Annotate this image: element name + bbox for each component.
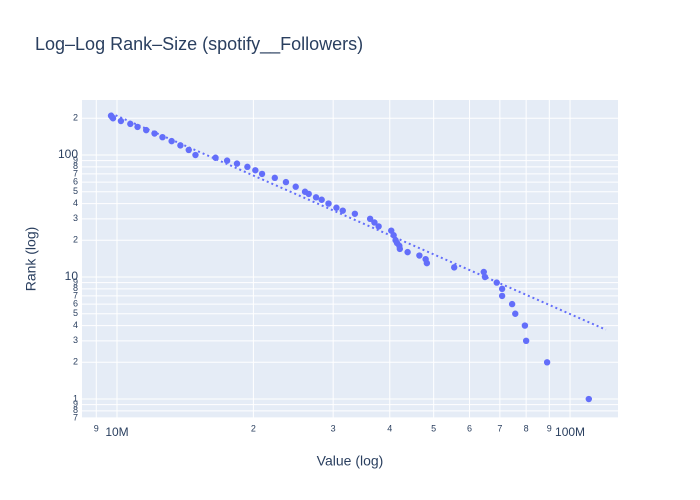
plot-area (82, 100, 618, 418)
grid (82, 100, 618, 419)
y-tick-label: 3 (73, 213, 78, 223)
x-tick-label: 7 (497, 423, 502, 433)
x-tick-label: 9 (94, 423, 99, 433)
x-tick-label: 3 (331, 423, 336, 433)
chart-title: Log–Log Rank–Size (spotify__Followers) (35, 34, 363, 55)
data-point (233, 160, 241, 167)
data-point (416, 252, 423, 259)
y-tick-label: 4 (73, 198, 78, 208)
data-point (258, 170, 266, 178)
data-point (522, 337, 530, 345)
data-point (301, 188, 309, 195)
x-tick-label: 10M (105, 425, 128, 439)
data-point (192, 151, 199, 159)
data-point (223, 157, 231, 164)
data-point (404, 248, 411, 256)
y-tick-label: 2 (73, 235, 78, 245)
x-tick-label: 2 (251, 423, 256, 433)
fit-line (110, 112, 607, 331)
y-tick-label: 7 (73, 412, 78, 422)
x-tick-label: 5 (431, 423, 436, 433)
data-point (481, 273, 489, 281)
data-point (168, 137, 175, 145)
data-point (351, 210, 359, 217)
y-tick-label: 9 (73, 277, 78, 287)
data-point (312, 194, 320, 201)
x-tick-label: 6 (467, 423, 472, 433)
data-point (585, 395, 592, 403)
data-point (134, 123, 141, 131)
y-tick-label: 5 (73, 308, 78, 318)
y-tick-label: 9 (73, 155, 78, 165)
data-point (422, 255, 429, 263)
y-tick-label: 7 (73, 290, 78, 300)
data-point (185, 146, 192, 154)
data-point (366, 215, 374, 223)
y-tick-label: 2 (73, 357, 78, 367)
y-tick-label: 1 (73, 393, 78, 403)
y-tick-label: 10 (65, 269, 79, 283)
data-point (498, 285, 506, 293)
y-tick-label: 8 (73, 161, 78, 171)
data-point (498, 292, 506, 300)
y-tick-label: 6 (73, 176, 78, 186)
y-tick-label: 8 (73, 405, 78, 415)
data-point (282, 178, 290, 186)
data-point (339, 207, 346, 214)
data-point (177, 142, 184, 149)
data-point (127, 120, 134, 128)
x-tick-label: 100M (555, 425, 585, 439)
y-tick-label: 7 (73, 168, 78, 178)
data-point (271, 174, 279, 182)
y-axis-title: Rank (log) (23, 227, 39, 292)
data-point (375, 223, 382, 230)
data-point (151, 130, 158, 137)
data-point (512, 310, 519, 317)
y-tick-label: 8 (73, 283, 78, 293)
x-tick-label: 4 (387, 423, 392, 433)
y-tick-label: 5 (73, 186, 78, 196)
y-tick-label: 2 (73, 113, 78, 123)
x-tick-label: 9 (547, 423, 552, 433)
data-point (508, 300, 516, 308)
data-point (333, 204, 340, 211)
data-point (244, 163, 251, 171)
data-point (493, 279, 500, 286)
data-point (212, 154, 219, 161)
x-axis-title: Value (log) (317, 453, 384, 469)
data-point (388, 227, 395, 234)
data-point (107, 112, 115, 119)
x-tick-label: 8 (524, 423, 529, 433)
data-point (117, 117, 125, 125)
data-point (543, 359, 551, 366)
marks (107, 112, 607, 403)
data-point (159, 133, 166, 141)
data-point (252, 167, 259, 174)
y-tick-label: 4 (73, 320, 78, 330)
data-point (143, 126, 150, 134)
data-point (392, 237, 399, 244)
y-tick-label: 3 (73, 335, 78, 345)
data-point (318, 196, 325, 203)
data-point (451, 264, 458, 271)
data-point (371, 219, 378, 226)
y-tick-label: 100 (58, 147, 78, 161)
data-point (480, 268, 487, 276)
y-tick-label: 6 (73, 298, 78, 308)
y-tick-label: 9 (73, 399, 78, 409)
data-point (325, 200, 332, 207)
data-point (292, 183, 299, 190)
data-point (521, 322, 529, 329)
